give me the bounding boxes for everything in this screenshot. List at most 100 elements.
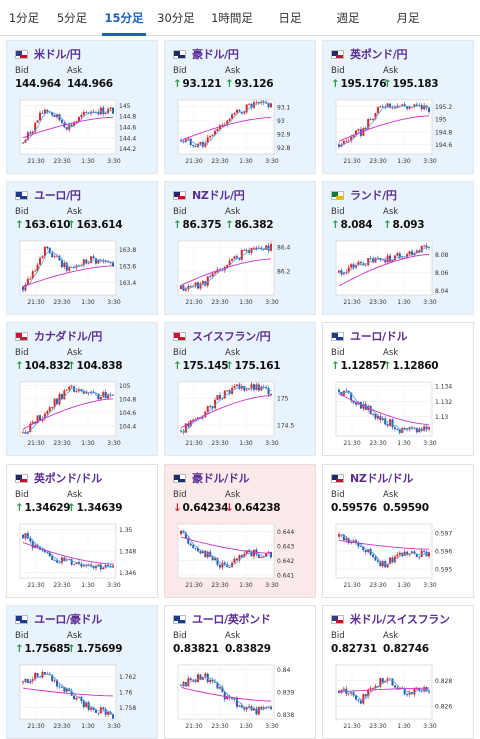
candle-body [381,418,384,421]
pair-name[interactable]: カナダドル/円 [34,330,102,343]
tab-4[interactable]: 1時間足 [211,11,253,25]
x-tick-label: 21:30 [185,299,202,306]
candle-body [209,135,212,138]
tab-6[interactable]: 週足 [336,11,360,25]
pair-name[interactable]: ユーロ/豪ドル [34,613,102,626]
currency-card[interactable]: NZドル/円 Bid Ask ↑86.375 ↑86.382 86.4 86.2 21:30 2… [164,181,316,315]
candle-body [85,392,88,394]
candle-body [104,260,107,262]
pair-name[interactable]: ユーロ/ドル [350,330,408,343]
currency-card[interactable]: 米ドル/円 Bid Ask 144.964 144.966 145 144.8 144.6 14… [6,40,158,174]
ask-label: Ask [383,348,399,358]
flag-icon [173,331,186,341]
currency-card[interactable]: ユーロ/ドル Bid Ask ↑1.12857↑1.12860 1.134 1.132 1.… [322,322,474,456]
candle-body [420,104,423,110]
candle-body [92,707,95,710]
candle-body [112,714,114,719]
bid-ask-labels: Bid Ask [331,631,398,641]
x-tick-label: 23:30 [53,440,70,447]
arrow-up-icon: ↑ [15,360,24,372]
pair-name[interactable]: スイスフラン/円 [192,330,271,343]
bid-ask-values: ↑175.145↑175.161 [173,360,281,372]
candle-body [75,391,78,392]
card-header: ユーロ/ドル [331,329,408,343]
candle-body [415,427,418,433]
candle-body [221,125,224,126]
tab-3[interactable]: 30分足 [157,11,195,25]
currency-card[interactable]: 英ポンド/円 Bid Ask ↑195.176↑195.183 195.2 195 194.… [322,40,474,174]
candle-body [391,678,394,686]
currency-card[interactable]: 豪ドル/ドル Bid Ask ↓0.64234↓0.64238 0.644 0.643 0.… [164,464,316,598]
tab-7[interactable]: 月足 [396,11,420,25]
candle-body [408,692,411,695]
candle-body [243,249,246,251]
currency-card[interactable]: ユーロ/円 Bid Ask ↑163.610↑163.614 163.8 163.6 163… [6,181,158,315]
ask-value: ↑1.12860 [383,360,439,372]
y-tick-label: 86.4 [277,245,291,252]
pair-name[interactable]: NZドル/円 [192,189,245,202]
currency-card[interactable]: スイスフラン/円 Bid Ask ↑175.145↑175.161 175 174.5 21… [164,322,316,456]
currency-card[interactable]: ユーロ/英ポンド Bid Ask 0.83821 0.83829 0.84 0.839 0.8… [164,605,316,739]
candle-body [94,392,97,394]
tab-1[interactable]: 5分足 [56,11,88,25]
bid-ask-values: 0.82731 0.82746 [331,643,429,655]
pair-name[interactable]: 米ドル/スイスフラン [350,613,450,626]
pair-name[interactable]: 豪ドル/円 [192,48,239,61]
candle-body [68,386,71,390]
candle-body [255,708,258,715]
pair-name[interactable]: ユーロ/円 [34,189,81,202]
tab-5[interactable]: 日足 [278,11,302,25]
pair-name[interactable]: 豪ドル/ドル [192,472,250,485]
tab-2[interactable]: 15分足 [96,0,152,36]
ask-value: 0.83829 [225,643,271,655]
candle-body [109,262,112,264]
candle-body [46,109,49,112]
currency-card[interactable]: 英ポンド/ドル Bid Ask ↑1.34629↑1.34639 1.35 1.348 1.… [6,464,158,598]
pair-name[interactable]: 英ポンド/円 [350,48,408,61]
x-tick-label: 1:30 [239,299,253,306]
pair-name[interactable]: 英ポンド/ドル [34,472,102,485]
candle-body [233,558,236,563]
x-tick-label: 3:30 [423,582,437,589]
currency-card[interactable]: NZドル/ドル Bid Ask 0.59576 0.59590 0.597 0.596 0.5… [322,464,474,598]
bid-label: Bid [173,66,187,76]
currency-card[interactable]: ユーロ/豪ドル Bid Ask ↑1.75685↑1.75699 1.762 1.76 1.… [6,605,158,739]
currency-card[interactable]: カナダドル/円 Bid Ask ↑104.832↑104.838 105 104.8 104… [6,322,158,456]
candle-body [48,552,51,557]
bid-ask-values: ↑93.121 ↑93.126 [173,78,274,90]
candle-body [58,255,61,261]
candle-body [221,562,224,568]
candle-body [112,107,114,114]
candle-body [240,111,243,114]
tab-0[interactable]: 1分足 [8,11,40,25]
candle-body [58,394,61,405]
pair-name[interactable]: NZドル/ドル [350,472,414,485]
candle-body [379,416,382,421]
ask-label: Ask [67,66,83,76]
candle-body [350,264,353,268]
candle-body [192,419,195,421]
x-tick-label: 21:30 [185,723,202,730]
candle-body [192,144,195,147]
candle-body [31,541,34,548]
flag-icon [331,190,344,200]
candle-body [22,681,24,683]
x-tick-label: 21:30 [343,158,360,165]
pair-name[interactable]: ランド/円 [350,189,397,202]
pair-name[interactable]: ユーロ/英ポンド [192,613,271,626]
pair-name[interactable]: 米ドル/円 [34,48,81,61]
candle-body [243,553,246,558]
candle-body [216,558,219,565]
candle-body [60,260,63,268]
candle-body [29,423,32,433]
candle-body [386,563,389,568]
candle-body [70,386,73,388]
x-tick-label: 21:30 [343,723,360,730]
currency-card[interactable]: 豪ドル/円 Bid Ask ↑93.121 ↑93.126 93.1 93 92.9 92.8 2… [164,40,316,174]
candle-body [262,707,265,709]
currency-card[interactable]: 米ドル/スイスフラン Bid Ask 0.82731 0.82746 0.828 0.826… [322,605,474,739]
x-tick-label: 3:30 [107,299,121,306]
candle-body [214,681,217,683]
currency-card[interactable]: ランド/円 Bid Ask ↑8.084 ↑8.093 8.08 8.06 8.04 21:30… [322,181,474,315]
x-tick-label: 3:30 [265,723,279,730]
